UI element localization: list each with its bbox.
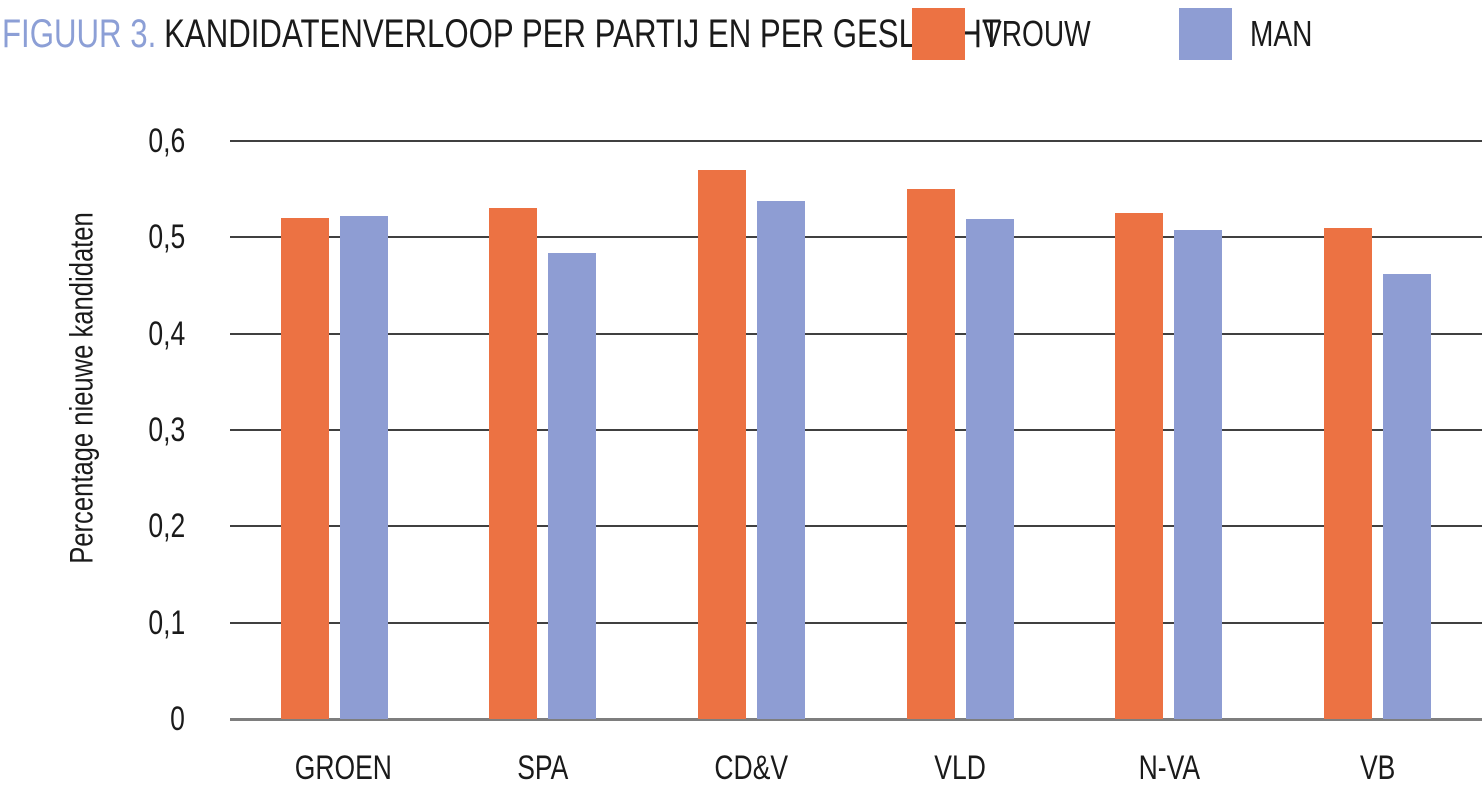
x-axis-labels: GROEN SPA CD&V VLD N-VA VB [230, 748, 1482, 788]
y-tick-label-0-1: 0,1 [148, 603, 185, 642]
bar-vrouw-vld [906, 189, 955, 719]
bar-vrouw-vb [1324, 227, 1373, 719]
gridline-0-1 [230, 621, 1482, 624]
bar-group-cd-v [698, 169, 806, 719]
legend-label-vrouw: VROUW [983, 13, 1091, 54]
y-tick-label-0: 0 [170, 700, 185, 738]
bar-vrouw-n-va [1115, 213, 1164, 719]
y-tick-label-0-5: 0,5 [148, 218, 185, 257]
x-axis-label-vb: VB [1359, 749, 1396, 787]
bar-man-spa [548, 252, 597, 719]
bar-vrouw-groen [280, 218, 329, 719]
x-axis-label-vld: VLD [934, 749, 987, 787]
chart-title: FIGUUR 3. KANDIDATENVERLOOP PER PARTIJ EN… [2, 12, 1283, 57]
gridline-0-4 [230, 332, 1482, 335]
legend-swatch-vrouw [912, 8, 965, 60]
y-axis-title: Percentage nieuwe kandidaten [63, 212, 100, 564]
y-tick-label-0-6: 0,6 [148, 122, 185, 160]
bar-man-groen [339, 216, 388, 719]
bar-group-spa [489, 208, 597, 719]
y-tick-label-0-2: 0,2 [148, 507, 185, 546]
bar-vrouw-cd-v [698, 169, 747, 719]
bar-group-n-va [1115, 213, 1223, 719]
chart-title-text: KANDIDATENVERLOOP PER PARTIJ EN PER GESL… [164, 12, 1001, 56]
legend-swatch-man [1179, 8, 1232, 60]
figure-number: FIGUUR 3. [2, 12, 157, 56]
x-axis-line [230, 717, 1482, 721]
gridline-0-6 [230, 140, 1482, 142]
bar-man-vld [965, 219, 1014, 719]
bar-man-vb [1383, 273, 1432, 719]
legend-label-man: MAN [1250, 13, 1313, 54]
bar-man-cd-v [757, 200, 806, 719]
y-tick-label-0-3: 0,3 [148, 411, 185, 449]
legend-item-man: MAN [1179, 8, 1330, 60]
gridline-0-3 [230, 429, 1482, 431]
x-axis-label-cd-v: CD&V [714, 749, 789, 787]
y-tick-label-0-4: 0,4 [148, 314, 185, 353]
bars-container [230, 141, 1482, 719]
x-axis-label-n-va: N-VA [1138, 749, 1200, 787]
legend: VROUW MAN [912, 8, 1330, 60]
gridline-0-5 [230, 236, 1482, 239]
bar-man-n-va [1174, 229, 1223, 719]
legend-item-vrouw: VROUW [912, 8, 1121, 60]
gridline-0-2 [230, 525, 1482, 528]
bar-group-groen [280, 216, 388, 719]
bar-group-vb [1324, 227, 1432, 719]
x-axis-label-groen: GROEN [294, 749, 392, 787]
x-axis-label-spa: SPA [517, 749, 569, 787]
bar-vrouw-spa [489, 208, 538, 719]
bar-group-vld [906, 189, 1014, 719]
